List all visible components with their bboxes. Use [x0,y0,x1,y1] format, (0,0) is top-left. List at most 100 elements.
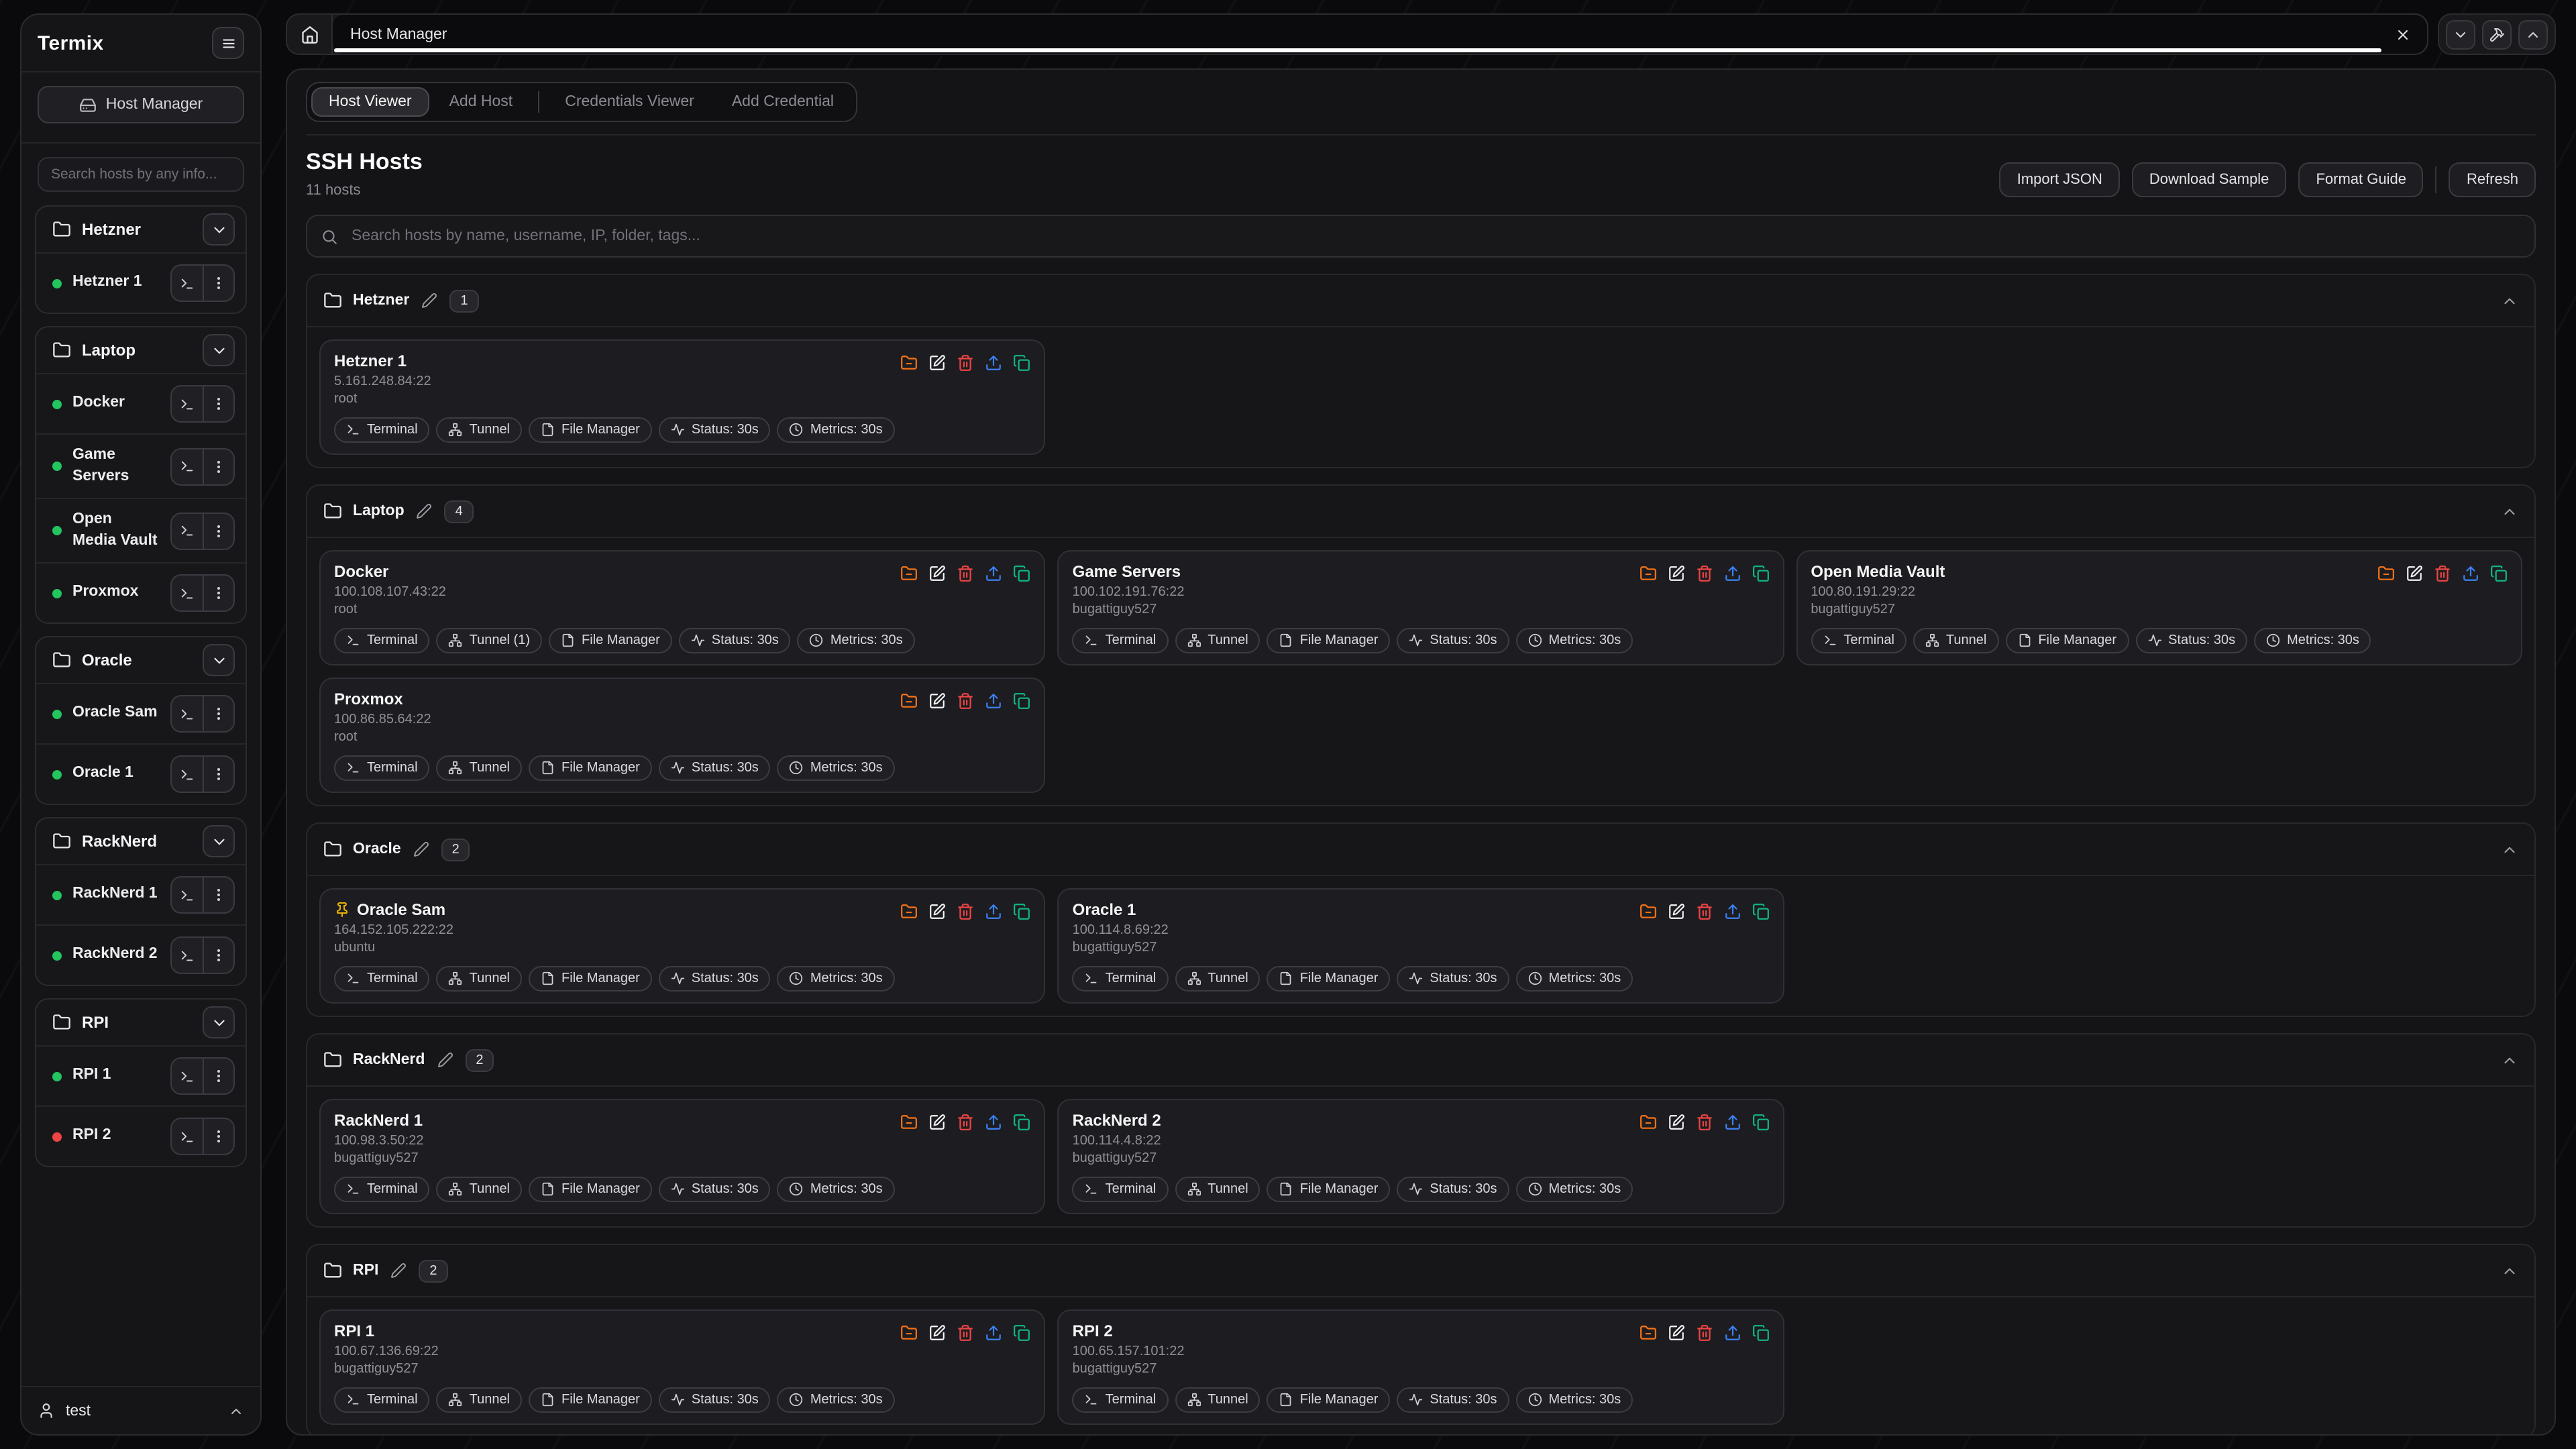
upload-icon[interactable] [1723,565,1741,582]
upload-icon[interactable] [2462,565,2479,582]
upload-icon[interactable] [1723,903,1741,920]
delete-icon[interactable] [957,692,975,710]
chevron-down-icon[interactable] [2446,19,2475,49]
refresh-button[interactable]: Refresh [2449,162,2536,197]
delete-icon[interactable] [1695,1324,1713,1342]
sidebar-host-row[interactable]: RackNerd 2 [36,924,246,985]
folder-minus-icon[interactable] [901,354,918,372]
folder-minus-icon[interactable] [1639,903,1656,920]
delete-icon[interactable] [1695,1114,1713,1131]
chip-terminal[interactable]: Terminal [334,1387,430,1413]
chip-tunnel[interactable]: Tunnel [1175,1177,1260,1202]
sidebar-host-row[interactable]: Proxmox [36,562,246,623]
copy-icon[interactable] [1752,903,1769,920]
sidebar-host-row[interactable]: RPI 1 [36,1045,246,1106]
copy-icon[interactable] [1014,903,1031,920]
sidebar-host-row[interactable]: RackNerd 1 [36,864,246,924]
sidebar-host-row[interactable]: RPI 2 [36,1106,246,1166]
copy-icon[interactable] [1014,1324,1031,1342]
chip-status[interactable]: Status: 30s [658,417,771,443]
chevron-up-icon[interactable] [2501,841,2518,858]
terminal-icon[interactable] [172,938,203,973]
delete-icon[interactable] [957,1114,975,1131]
chip-metrics[interactable]: Metrics: 30s [1515,1177,1633,1202]
host-manager-button[interactable]: Host Manager [38,86,244,123]
pencil-icon[interactable] [420,292,439,309]
upload-icon[interactable] [985,1324,1003,1342]
active-tab-host-manager[interactable]: Host Manager [333,15,2427,54]
edit-icon[interactable] [929,1324,947,1342]
kebab-menu-icon[interactable] [203,449,233,484]
edit-icon[interactable] [1667,1114,1684,1131]
chip-tunnel[interactable]: Tunnel [1175,966,1260,991]
chip-status[interactable]: Status: 30s [658,966,771,991]
chip-terminal[interactable]: Terminal [1072,966,1169,991]
terminal-icon[interactable] [172,513,203,548]
kebab-menu-icon[interactable] [203,576,233,611]
chip-metrics[interactable]: Metrics: 30s [777,755,895,781]
pencil-icon[interactable] [435,1052,454,1068]
terminal-icon[interactable] [172,576,203,610]
host-card[interactable]: RackNerd 1 100.98.3.50:22 bugattiguy527 … [319,1099,1046,1214]
chip-tunnel[interactable]: Tunnel [436,1177,523,1202]
chip-file-manager[interactable]: File Manager [529,1387,652,1413]
upload-icon[interactable] [985,692,1003,710]
kebab-menu-icon[interactable] [203,757,233,792]
chip-metrics[interactable]: Metrics: 30s [1515,628,1633,653]
import-json-button[interactable]: Import JSON [1999,162,2120,197]
copy-icon[interactable] [1752,1324,1769,1342]
chip-terminal[interactable]: Terminal [1072,1177,1169,1202]
tab-credentials-viewer[interactable]: Credentials Viewer [547,87,712,117]
chevron-up-icon[interactable] [2501,502,2518,520]
folder-minus-icon[interactable] [901,903,918,920]
hammer-icon[interactable] [2482,19,2512,49]
terminal-icon[interactable] [172,1059,203,1093]
delete-icon[interactable] [1695,565,1713,582]
chip-tunnel[interactable]: Tunnel [436,755,523,781]
user-menu[interactable]: test [21,1386,260,1434]
host-search-input[interactable] [349,227,2521,246]
host-card[interactable]: Docker 100.108.107.43:22 root Terminal Tu… [319,550,1046,665]
host-card[interactable]: Hetzner 1 5.161.248.84:22 root Terminal T… [319,339,1046,455]
edit-icon[interactable] [929,354,947,372]
chip-tunnel[interactable]: Tunnel (1) [436,628,543,653]
copy-icon[interactable] [1752,565,1769,582]
chevron-down-icon[interactable] [203,213,235,246]
chip-file-manager[interactable]: File Manager [1267,1177,1391,1202]
chip-status[interactable]: Status: 30s [2135,628,2248,653]
delete-icon[interactable] [2434,565,2451,582]
chip-status[interactable]: Status: 30s [1397,628,1509,653]
upload-icon[interactable] [1723,1114,1741,1131]
menu-icon[interactable] [212,27,244,59]
chip-metrics[interactable]: Metrics: 30s [777,966,895,991]
copy-icon[interactable] [1014,1114,1031,1131]
kebab-menu-icon[interactable] [203,386,233,421]
pencil-icon[interactable] [389,1263,408,1279]
chip-tunnel[interactable]: Tunnel [1175,628,1260,653]
delete-icon[interactable] [957,1324,975,1342]
chip-status[interactable]: Status: 30s [658,755,771,781]
chevron-down-icon[interactable] [203,1006,235,1039]
chip-terminal[interactable]: Terminal [334,1177,430,1202]
host-card[interactable]: Proxmox 100.86.85.64:22 root Terminal Tun… [319,678,1046,793]
chip-metrics[interactable]: Metrics: 30s [797,628,915,653]
sidebar-host-row[interactable]: Game Servers [36,433,246,498]
kebab-menu-icon[interactable] [203,1119,233,1155]
chip-terminal[interactable]: Terminal [334,417,430,443]
home-icon[interactable] [287,15,333,54]
folder-minus-icon[interactable] [1639,1324,1656,1342]
delete-icon[interactable] [1695,903,1713,920]
folder-minus-icon[interactable] [901,1324,918,1342]
chevron-up-icon[interactable] [2501,1051,2518,1069]
sidebar-search-input[interactable] [38,157,244,192]
pencil-icon[interactable] [412,841,431,857]
host-card[interactable]: Open Media Vault 100.80.191.29:22 bugatt… [1796,550,2522,665]
delete-icon[interactable] [957,565,975,582]
sidebar-host-row[interactable]: Oracle 1 [36,743,246,804]
terminal-icon[interactable] [172,757,203,792]
folder-minus-icon[interactable] [901,565,918,582]
kebab-menu-icon[interactable] [203,696,233,732]
chip-terminal[interactable]: Terminal [1811,628,1907,653]
chip-file-manager[interactable]: File Manager [1267,628,1391,653]
delete-icon[interactable] [957,903,975,920]
